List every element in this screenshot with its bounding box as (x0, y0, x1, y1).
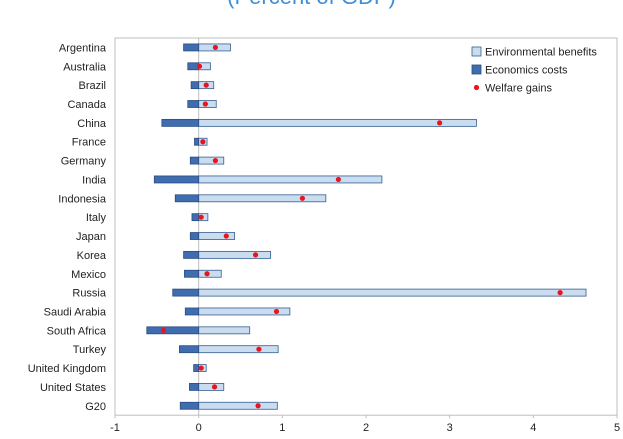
bar-economics-costs-united-kingdom (193, 364, 200, 372)
x-tick-label-3: 2 (363, 422, 369, 434)
bar-environmental-benefits-korea (198, 250, 272, 259)
bar-environmental-benefits-russia (198, 288, 587, 297)
bar-economics-costs-g20 (179, 401, 200, 410)
point-welfare-gains-turkey (256, 346, 262, 352)
category-label-indonesia: Indonesia (58, 193, 107, 205)
bar-economics-costs-saudi-arabia (184, 307, 200, 316)
bar-environmental-benefits-germany (198, 156, 225, 165)
legend-swatch-environmental-benefits (471, 46, 482, 57)
legend-label-economics-costs: Economics costs (485, 65, 568, 77)
bar-environmental-benefits-united-states (198, 383, 225, 391)
bar-economics-costs-korea (183, 250, 200, 259)
category-label-australia: Australia (63, 61, 107, 73)
category-label-g20: G20 (85, 401, 106, 413)
x-tick-label-5: 4 (530, 422, 536, 434)
chart-title: (Percent of GDP) (0, 0, 623, 10)
legend-swatch-economics-costs (471, 64, 482, 75)
category-label-turkey: Turkey (73, 344, 107, 356)
x-tick-label-6: 5 (614, 422, 620, 434)
category-label-china: China (77, 118, 107, 130)
bar-economics-costs-japan (189, 232, 200, 240)
point-welfare-gains-japan (223, 233, 229, 239)
bar-environmental-benefits-mexico (198, 269, 222, 278)
bar-environmental-benefits-china (198, 118, 477, 127)
point-welfare-gains-mexico (204, 271, 210, 277)
bar-economics-costs-germany (189, 156, 200, 165)
bar-economics-costs-south-africa (146, 326, 200, 335)
x-tick-label-2: 1 (279, 422, 285, 434)
bar-environmental-benefits-japan (198, 232, 236, 240)
category-label-india: India (82, 174, 107, 186)
point-welfare-gains-indonesia (299, 195, 306, 201)
bar-economics-costs-brazil (190, 81, 200, 90)
category-label-united-states: United States (40, 382, 107, 394)
category-label-japan: Japan (76, 231, 106, 243)
category-label-canada: Canada (67, 99, 106, 111)
point-welfare-gains-india (335, 176, 341, 183)
bar-economics-costs-argentina (183, 43, 200, 52)
bar-economics-costs-turkey (179, 345, 200, 354)
legend-marker-welfare-gains (473, 84, 480, 91)
bar-economics-costs-russia (172, 288, 200, 297)
bar-environmental-benefits-g20 (198, 401, 278, 410)
x-tick-label-0: -1 (110, 422, 120, 434)
point-welfare-gains-united-kingdom (198, 365, 204, 371)
bar-economics-costs-china (161, 118, 200, 127)
category-label-brazil: Brazil (78, 80, 106, 92)
legend-label-environmental-benefits: Environmental benefits (485, 47, 597, 59)
bar-economics-costs-india (153, 175, 200, 184)
category-label-italy: Italy (86, 212, 107, 224)
bar-environmental-benefits-indonesia (198, 194, 327, 203)
point-welfare-gains-brazil (203, 82, 209, 88)
point-welfare-gains-south-africa (160, 327, 167, 333)
bar-economics-costs-canada (187, 100, 200, 108)
bar-economics-costs-indonesia (174, 194, 200, 203)
x-tick-label-1: 0 (196, 422, 202, 434)
point-welfare-gains-united-states (211, 384, 218, 390)
category-label-germany: Germany (61, 156, 107, 168)
x-tick-label-4: 3 (447, 422, 453, 434)
bar-economics-costs-united-states (189, 383, 200, 391)
point-welfare-gains-australia (196, 63, 203, 69)
bar-environmental-benefits-india (198, 175, 383, 184)
bar-economics-costs-italy (191, 213, 200, 222)
point-welfare-gains-russia (557, 290, 563, 296)
category-label-korea: Korea (77, 250, 107, 262)
point-welfare-gains-g20 (255, 403, 261, 409)
point-welfare-gains-saudi-arabia (273, 308, 280, 315)
bar-environmental-benefits-turkey (198, 345, 279, 354)
category-label-south-africa: South Africa (47, 325, 107, 337)
bar-economics-costs-france (194, 137, 200, 146)
bar-environmental-benefits-south-africa (198, 326, 251, 335)
category-label-saudi-arabia: Saudi Arabia (44, 306, 107, 318)
category-label-argentina: Argentina (59, 42, 107, 54)
plot-area-frame (114, 37, 618, 416)
point-welfare-gains-canada (202, 101, 208, 107)
point-welfare-gains-korea (252, 252, 259, 258)
point-welfare-gains-germany (212, 157, 218, 164)
category-label-mexico: Mexico (71, 269, 106, 281)
point-welfare-gains-italy (198, 214, 204, 220)
bar-economics-costs-mexico (184, 269, 200, 278)
point-welfare-gains-france (200, 139, 206, 145)
category-label-united-kingdom: United Kingdom (28, 363, 106, 375)
point-welfare-gains-argentina (212, 44, 218, 51)
point-welfare-gains-china (437, 120, 443, 126)
category-label-russia: Russia (72, 288, 107, 300)
legend-label-welfare-gains: Welfare gains (485, 83, 553, 95)
category-label-france: France (72, 137, 106, 149)
